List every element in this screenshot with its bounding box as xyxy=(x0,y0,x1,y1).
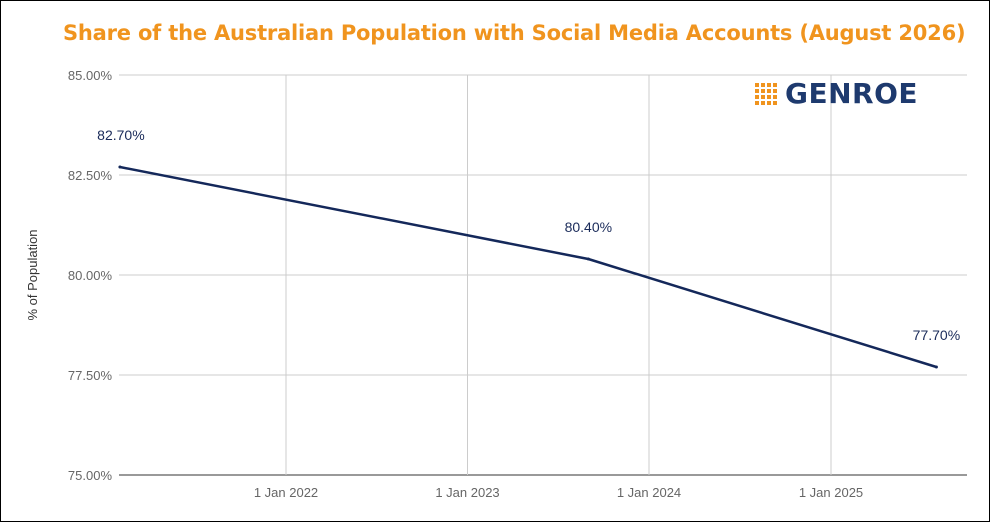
series-group xyxy=(118,165,938,369)
y-tick-label: 82.50% xyxy=(68,168,113,183)
data-point xyxy=(586,257,590,261)
data-point xyxy=(118,165,122,169)
logo-mark-icon xyxy=(755,83,777,105)
x-tick-label: 1 Jan 2022 xyxy=(254,485,318,500)
x-tick-label: 1 Jan 2024 xyxy=(617,485,681,500)
data-label: 82.70% xyxy=(97,127,144,143)
genroe-logo: GENROE xyxy=(755,77,965,110)
chart-title: Share of the Australian Population with … xyxy=(63,21,966,45)
data-label: 77.70% xyxy=(913,327,960,343)
y-tick-label: 80.00% xyxy=(68,268,113,283)
x-tick-label: 1 Jan 2025 xyxy=(799,485,863,500)
y-tick-label: 85.00% xyxy=(68,68,113,83)
series-line xyxy=(119,165,937,369)
logo-text: GENROE xyxy=(785,77,919,110)
y-tick-label: 75.00% xyxy=(68,468,113,483)
y-axis-ticks: 75.00% 77.50% 80.00% 82.50% 85.00% xyxy=(68,68,113,483)
data-labels: 82.70% 80.40% 77.70% xyxy=(97,127,960,343)
gridlines xyxy=(119,74,967,476)
x-tick-label: 1 Jan 2023 xyxy=(435,485,499,500)
x-axis-ticks: 1 Jan 2022 1 Jan 2023 1 Jan 2024 1 Jan 2025 xyxy=(254,485,863,500)
y-axis-label: % of Population xyxy=(25,229,40,320)
data-label: 80.40% xyxy=(565,219,612,235)
data-point xyxy=(934,365,938,369)
y-tick-label: 77.50% xyxy=(68,368,113,383)
